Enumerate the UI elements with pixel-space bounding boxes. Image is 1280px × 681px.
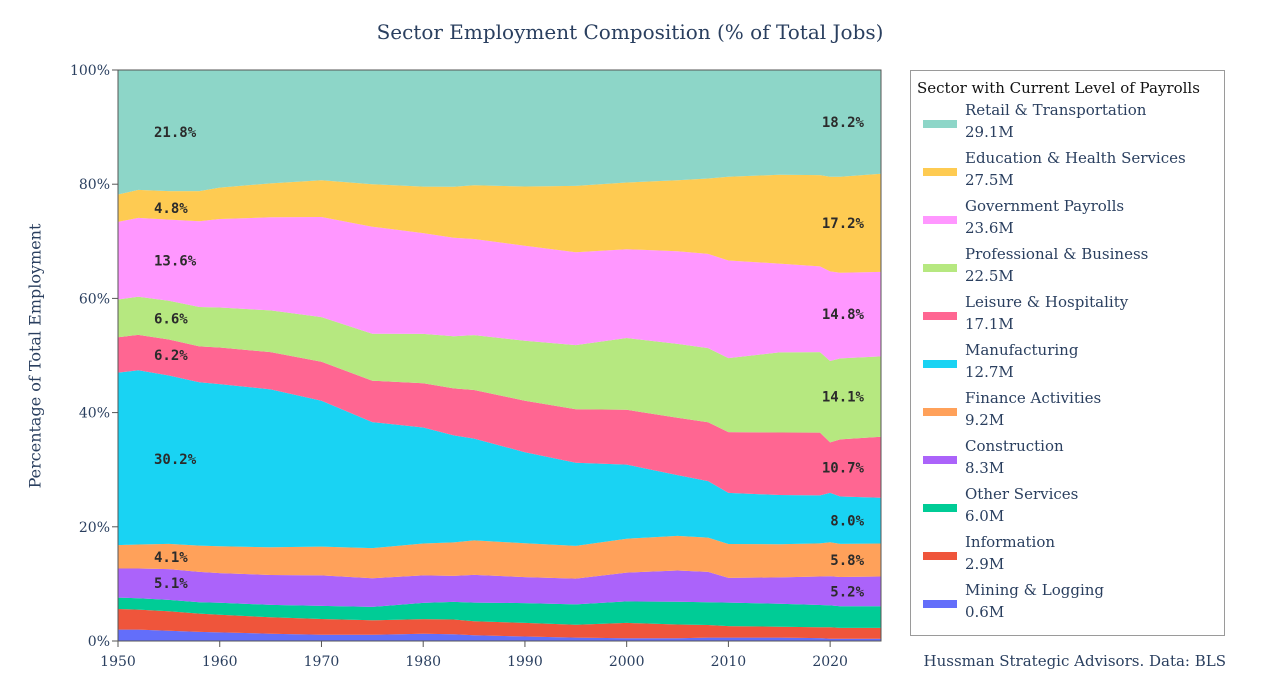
legend-swatch	[923, 408, 957, 416]
start-label-government-payrolls: 13.6%	[154, 254, 197, 270]
legend-swatch	[923, 216, 957, 224]
end-label-construction: 5.2%	[830, 584, 864, 600]
legend-label: Retail & Transportation	[965, 101, 1147, 119]
legend-item-retail-and-transportation[interactable]: Retail & Transportation 29.1M	[917, 101, 1224, 149]
x-tick-label: 2010	[711, 654, 747, 670]
legend-value: 27.5M	[965, 171, 1014, 189]
area-professional-and-business	[118, 296, 881, 443]
legend-label: Education & Health Services	[965, 149, 1186, 167]
legend-title: Sector with Current Level of Payrolls	[917, 79, 1200, 97]
legend-swatch	[923, 600, 957, 608]
legend-swatch	[923, 168, 957, 176]
legend-label: Construction	[965, 437, 1064, 455]
legend-item-finance-activities[interactable]: Finance Activities 9.2M	[917, 389, 1224, 437]
legend-value: 29.1M	[965, 123, 1014, 141]
legend-label: Finance Activities	[965, 389, 1102, 407]
legend-value: 12.7M	[965, 363, 1014, 381]
legend-item-professional-and-business[interactable]: Professional & Business 22.5M	[917, 245, 1224, 293]
area-education-and-health-services	[118, 173, 881, 273]
chart-title: Sector Employment Composition (% of Tota…	[376, 20, 884, 44]
legend-label: Manufacturing	[965, 341, 1079, 359]
area-layer	[118, 70, 881, 641]
end-label-manufacturing: 8.0%	[830, 514, 864, 530]
legend-swatch	[923, 552, 957, 560]
plot-frame	[117, 69, 882, 642]
legend-value: 0.6M	[965, 603, 1005, 621]
legend: Sector with Current Level of Payrolls Re…	[910, 70, 1225, 636]
legend-swatch	[923, 456, 957, 464]
source-note: Hussman Strategic Advisors. Data: BLS	[923, 652, 1226, 670]
area-information	[118, 609, 881, 639]
x-tick-label: 2000	[609, 654, 645, 670]
legend-swatch	[923, 264, 957, 272]
legend-value: 22.5M	[965, 267, 1014, 285]
y-tick-label: 60%	[79, 291, 110, 307]
legend-item-mining-and-logging[interactable]: Mining & Logging 0.6M	[917, 581, 1224, 629]
legend-swatch	[923, 120, 957, 128]
legend-item-government-payrolls[interactable]: Government Payrolls 23.6M	[917, 197, 1224, 245]
end-label-government-payrolls: 14.8%	[822, 307, 865, 323]
stacked-area-chart: 0% 20% 40% 60% 80% 100% 1950 1960 1970 1980 1990 2…	[70, 63, 882, 670]
legend-value: 23.6M	[965, 219, 1014, 237]
legend-swatch	[923, 504, 957, 512]
y-tick-label: 0%	[88, 634, 110, 650]
x-tick-label: 2020	[812, 654, 848, 670]
x-tick-label: 1960	[202, 654, 238, 670]
legend-items: Retail & Transportation 29.1M Education & …	[917, 101, 1224, 629]
area-mining-and-logging	[118, 629, 881, 641]
area-leisure-and-hospitality	[118, 334, 881, 498]
start-label-professional-and-business: 6.6%	[154, 311, 188, 327]
legend-swatch	[923, 312, 957, 320]
end-label-finance-activities: 5.8%	[830, 553, 864, 569]
start-label-manufacturing: 30.2%	[154, 452, 197, 468]
legend-label: Other Services	[965, 485, 1079, 503]
end-label-education-and-health-services: 17.2%	[822, 216, 865, 232]
legend-item-manufacturing[interactable]: Manufacturing 12.7M	[917, 341, 1224, 389]
legend-value: 9.2M	[965, 411, 1005, 429]
x-tick-label: 1990	[507, 654, 543, 670]
legend-swatch	[923, 360, 957, 368]
end-label-leisure-and-hospitality: 10.7%	[822, 460, 865, 476]
legend-label: Information	[965, 533, 1056, 551]
legend-label: Leisure & Hospitality	[965, 293, 1129, 311]
area-construction	[118, 568, 881, 607]
x-tick-label: 1980	[405, 654, 441, 670]
end-label-retail-and-transportation: 18.2%	[822, 115, 865, 131]
x-tick-label: 1950	[100, 654, 136, 670]
plot-border	[117, 69, 882, 642]
y-tick-label: 40%	[79, 406, 110, 422]
legend-label: Professional & Business	[965, 245, 1149, 263]
area-manufacturing	[118, 370, 881, 549]
y-axis: 0% 20% 40% 60% 80% 100%	[70, 63, 118, 650]
legend-item-construction[interactable]: Construction 8.3M	[917, 437, 1224, 485]
area-government-payrolls	[118, 217, 881, 361]
legend-value: 17.1M	[965, 315, 1014, 333]
legend-label: Government Payrolls	[965, 197, 1125, 215]
legend-item-leisure-and-hospitality[interactable]: Leisure & Hospitality 17.1M	[917, 293, 1224, 341]
legend-label: Mining & Logging	[965, 581, 1105, 599]
start-label-leisure-and-hospitality: 6.2%	[154, 348, 188, 364]
area-finance-activities	[118, 535, 881, 579]
data-label-layer: 21.8% 4.8% 13.6% 6.6% 6.2% 30.2% 4.1% 5.1% 18.2%…	[154, 115, 865, 600]
start-label-retail-and-transportation: 21.8%	[154, 125, 197, 141]
area-other-services	[118, 597, 881, 628]
area-retail-and-transportation	[118, 70, 881, 195]
legend-value: 8.3M	[965, 459, 1005, 477]
y-tick-label: 80%	[79, 177, 110, 193]
y-tick-label: 100%	[70, 63, 110, 79]
start-label-education-and-health-services: 4.8%	[154, 201, 188, 217]
legend-item-education-and-health-services[interactable]: Education & Health Services 27.5M	[917, 149, 1224, 197]
legend-item-other-services[interactable]: Other Services 6.0M	[917, 485, 1224, 533]
start-label-finance-activities: 4.1%	[154, 550, 188, 566]
y-tick-label: 20%	[79, 520, 110, 536]
legend-item-information[interactable]: Information 2.9M	[917, 533, 1224, 581]
end-label-professional-and-business: 14.1%	[822, 390, 865, 406]
legend-value: 6.0M	[965, 507, 1005, 525]
x-tick-label: 1970	[304, 654, 340, 670]
x-axis: 1950 1960 1970 1980 1990 2000 2010 2020	[100, 641, 848, 670]
start-label-construction: 5.1%	[154, 576, 188, 592]
legend-value: 2.9M	[965, 555, 1005, 573]
